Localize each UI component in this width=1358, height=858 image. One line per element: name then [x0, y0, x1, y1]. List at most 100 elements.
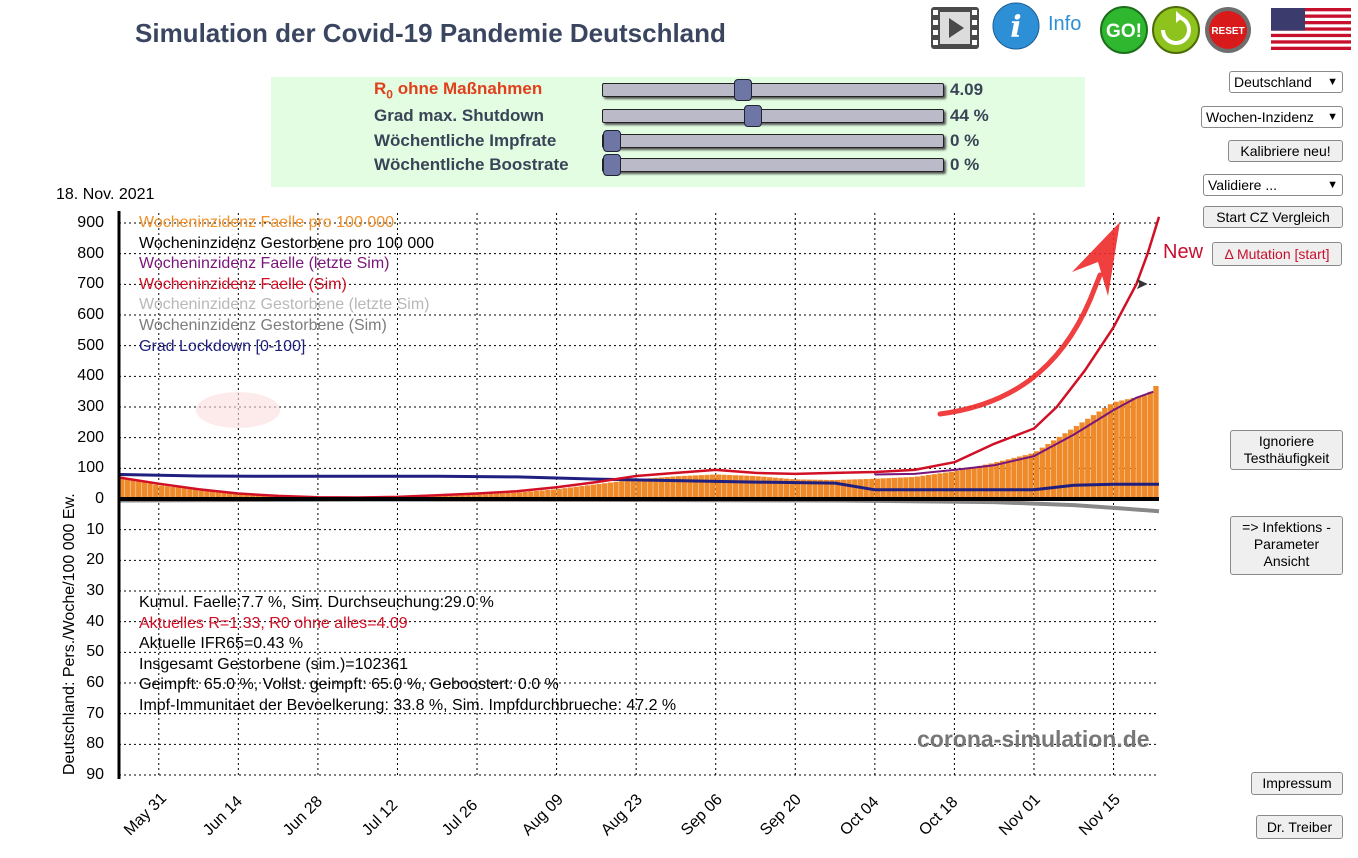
case-bars [119, 385, 1159, 499]
case-bar [835, 479, 841, 499]
case-bar [846, 479, 852, 499]
r0-slider-label: R0 ohne Maßnahmen [374, 79, 543, 102]
r0-slider[interactable] [602, 79, 944, 101]
go-button[interactable]: GO! [1100, 6, 1148, 59]
r0-slider-value: 4.09 [950, 80, 984, 99]
case-bar [1113, 401, 1119, 499]
impressum-button[interactable]: Impressum [1251, 772, 1343, 795]
sim-deaths-line [118, 497, 1160, 514]
case-bar [244, 494, 250, 499]
country-select[interactable]: Deutschland ▼ [1229, 71, 1343, 93]
case-bar [221, 492, 227, 499]
y-tick-label: 50 [86, 643, 104, 661]
case-bar [1107, 404, 1114, 499]
y-tick-label: 800 [77, 244, 104, 262]
us-flag-icon[interactable] [1271, 8, 1351, 55]
chevron-down-icon: ▼ [1327, 111, 1338, 123]
reset-button[interactable]: RESET [1204, 6, 1252, 59]
case-bar [1022, 455, 1028, 499]
case-bar [499, 493, 506, 499]
booster-slider-thumb[interactable] [603, 154, 621, 176]
shutdown-slider[interactable] [602, 105, 944, 127]
case-bar [749, 475, 756, 499]
case-bar [255, 494, 261, 499]
calibrate-button[interactable]: Kalibriere neu! [1228, 140, 1343, 162]
infection-parameter-button[interactable]: => Infektions - Parameter Ansicht [1230, 516, 1343, 575]
y-tick-label: 80 [86, 735, 104, 753]
info-label[interactable]: Info [1048, 13, 1082, 35]
case-bar [1096, 411, 1102, 499]
info-line: Aktuelles R=1.33, R0 ohne alles=4.09 [139, 614, 408, 632]
validate-select[interactable]: Validiere ... ▼ [1203, 174, 1343, 196]
lockdown-line [118, 473, 1159, 492]
r0-slider-thumb[interactable] [734, 79, 752, 101]
case-bar [653, 477, 659, 499]
case-bar [960, 469, 966, 499]
case-bar [187, 488, 193, 499]
case-bar [607, 482, 614, 499]
booster-slider[interactable] [602, 154, 944, 176]
case-bar [829, 479, 835, 499]
case-bar [539, 490, 545, 499]
case-bar [954, 470, 960, 499]
y-tick-label: 0 [95, 490, 104, 507]
mode-select[interactable]: Wochen-Inzidenz ▼ [1201, 106, 1343, 128]
case-bar [181, 488, 187, 499]
case-bar [613, 481, 619, 499]
vaccination-slider[interactable] [602, 130, 944, 152]
case-bar [715, 474, 722, 499]
case-bar [783, 478, 790, 499]
ignore-testing-button[interactable]: Ignoriere Testhäufigkeit [1230, 430, 1343, 470]
parameter-panel: R0 ohne Maßnahmen 4.09 Grad max. Shutdow… [271, 77, 1085, 187]
case-bar [857, 479, 864, 499]
video-icon[interactable] [930, 4, 980, 57]
case-bar [192, 489, 199, 499]
case-bar [937, 473, 943, 499]
mutation-button[interactable]: Δ Mutation [start] [1212, 242, 1342, 266]
case-bar [948, 471, 955, 499]
case-bar [738, 475, 744, 499]
case-bar [522, 491, 528, 499]
case-bar [545, 489, 551, 499]
chart-axes [117, 211, 1159, 779]
mouse-cursor-icon: ➤ [1135, 276, 1149, 293]
case-bar [732, 475, 739, 499]
case-bar [198, 490, 204, 499]
annotation-arrow-head [1072, 222, 1120, 296]
annotation-smudge [196, 392, 280, 428]
infection-parameter-line2: Parameter [1253, 536, 1320, 552]
case-bar [1085, 418, 1091, 499]
info-icon[interactable]: i [991, 1, 1041, 56]
info-line: Aktuelle IFR65=0.43 % [139, 635, 304, 653]
case-bar [727, 475, 733, 499]
case-bar [1147, 391, 1153, 499]
case-bar [647, 478, 653, 499]
restart-icon[interactable] [1152, 6, 1200, 59]
y-tick-label: 300 [77, 398, 104, 415]
vaccination-slider-thumb[interactable] [603, 130, 621, 152]
case-bar [1033, 451, 1040, 499]
case-bar [806, 479, 812, 499]
booster-slider-value: 0 % [950, 155, 980, 174]
legend-item: Wocheninzidenz Gestorbene (letzte Sim) [139, 296, 430, 314]
case-bar [1051, 440, 1057, 499]
case-bar [550, 489, 557, 499]
case-bar [1056, 436, 1062, 499]
case-bar [636, 479, 642, 499]
case-bar [943, 472, 949, 499]
case-bar [766, 477, 773, 499]
legend-item: Wocheninzidenz Faelle (Sim) [139, 275, 347, 293]
y-tick-label: 90 [86, 766, 104, 783]
case-bar [1016, 456, 1023, 499]
author-button[interactable]: Dr. Treiber [1256, 815, 1343, 839]
page-title: Simulation der Covid-19 Pandemie Deutsch… [135, 18, 726, 48]
case-bar [249, 494, 255, 499]
annotation-arrow-stroke [937, 272, 1103, 417]
y-tick-label: 600 [77, 306, 104, 323]
current-date: 18. Nov. 2021 [56, 186, 155, 203]
shutdown-slider-thumb[interactable] [744, 105, 762, 127]
cz-compare-button[interactable]: Start CZ Vergleich [1203, 206, 1343, 228]
case-bar [920, 475, 926, 499]
y-tick-label: 700 [77, 275, 104, 293]
